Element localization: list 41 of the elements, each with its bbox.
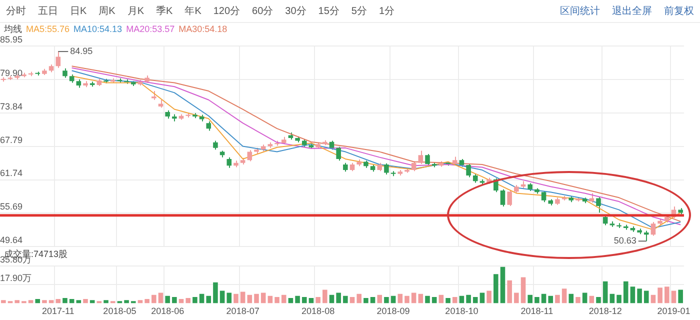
text: 分时	[6, 4, 26, 18]
annotation: 50.63	[614, 236, 636, 246]
y-tick-label: 85.95	[0, 34, 23, 44]
text: 五日	[38, 5, 58, 18]
legend-title: 均线	[4, 24, 22, 34]
x-tick-label: 2018-09	[376, 306, 410, 316]
text: MA20:53.57	[126, 24, 175, 34]
y-tick-label: 61.74	[0, 168, 23, 178]
text: 月K	[127, 5, 144, 18]
y-tick-label: 67.79	[0, 134, 23, 145]
text: 15分	[318, 5, 340, 18]
text: 区间统计	[560, 4, 600, 18]
x-tick-label: 2018-11	[520, 306, 554, 316]
text: 5分	[351, 5, 367, 18]
y-tick-label: 17.90万	[0, 273, 32, 284]
text: MA5:55.76	[26, 24, 70, 34]
text: 1分	[378, 5, 395, 18]
text: 60分	[252, 5, 274, 18]
x-tick-label: 2018-10	[445, 306, 478, 316]
x-tick-label: 2018-12	[588, 306, 622, 316]
text: 30分	[285, 5, 306, 18]
text: 年K	[184, 5, 202, 18]
text: 前复权	[664, 4, 694, 18]
y-tick-label: 49.64	[0, 235, 23, 246]
x-tick-label: 2017-11	[42, 306, 74, 316]
x-tick-label: 2019-01	[657, 306, 690, 316]
text: 退出全屏	[612, 4, 652, 18]
annotation: 84.95	[70, 46, 93, 56]
text: MA10:54.13	[74, 24, 122, 34]
text: MA30:54.18	[178, 24, 228, 34]
y-tick-label: 55.69	[0, 202, 23, 212]
text: 120分	[213, 5, 240, 18]
text: 周K	[98, 5, 116, 18]
x-tick-label: 2018-06	[151, 306, 184, 316]
x-tick-label: 2018-05	[103, 306, 136, 316]
text: 日K	[70, 5, 87, 18]
x-tick-label: 2018-07	[226, 306, 260, 316]
y-tick-label: 79.90	[0, 68, 23, 78]
y-tick-label: 73.84	[0, 101, 23, 112]
text: 季K	[156, 4, 173, 18]
x-tick-label: 2018-08	[302, 306, 335, 316]
